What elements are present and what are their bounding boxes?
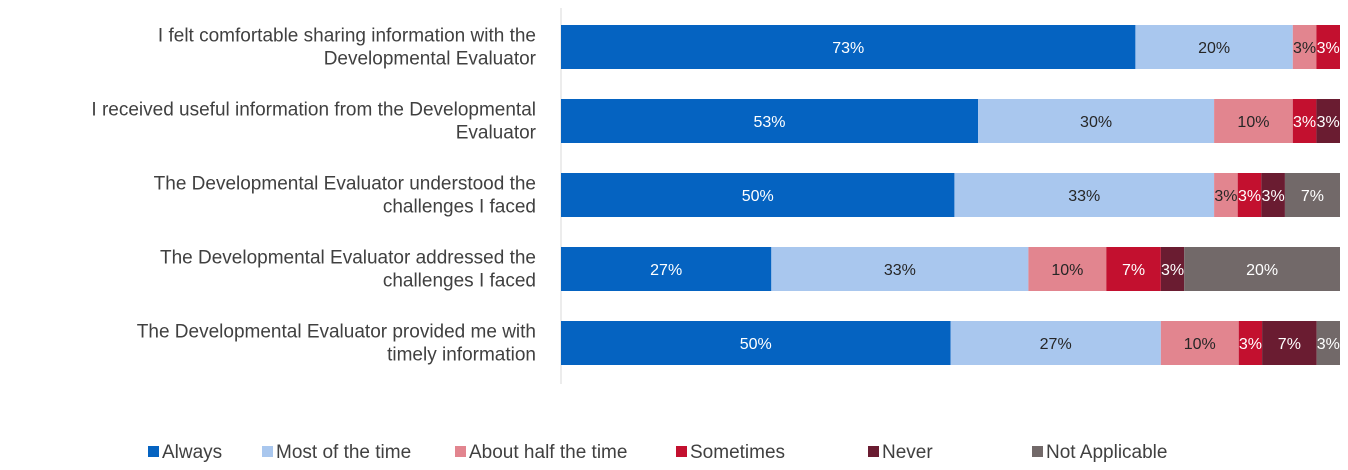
bar-segment — [561, 25, 1136, 69]
bar-segment — [1135, 25, 1293, 69]
bar-segment — [771, 247, 1029, 291]
category-labels: I felt comfortable sharing information w… — [91, 26, 536, 366]
legend-swatch — [1032, 446, 1043, 457]
data-label: 10% — [1051, 262, 1083, 279]
bar-segment — [1214, 99, 1293, 143]
legend-label: Always — [162, 442, 222, 463]
data-label: 30% — [1080, 114, 1112, 131]
category-label: The Developmental Evaluator addressed th… — [160, 248, 536, 269]
legend-label: About half the time — [469, 442, 627, 463]
bar-segment — [1106, 247, 1161, 291]
bar-segment — [1292, 99, 1317, 143]
bar-segment — [1184, 247, 1340, 291]
bar-segment — [1316, 99, 1340, 143]
data-label: 3% — [1317, 336, 1340, 353]
bars: 73% 20% 3% 3%53% 30% 10% 3% 3%50% 33% 3% 3% 3% 7%27%… — [561, 25, 1340, 365]
data-label: 20% — [1198, 40, 1230, 57]
category-label: I received useful information from the D… — [91, 100, 536, 121]
data-label: 3% — [1293, 114, 1316, 131]
data-label: 7% — [1122, 262, 1145, 279]
data-label: 50% — [740, 336, 772, 353]
category-label: Developmental Evaluator — [324, 49, 537, 70]
category-label: Evaluator — [456, 123, 537, 144]
bar-segment — [1284, 173, 1340, 217]
data-label: 7% — [1278, 336, 1301, 353]
legend-label: Not Applicable — [1046, 442, 1167, 463]
bar-segment — [561, 173, 955, 217]
bar-segment — [1237, 173, 1262, 217]
bar-segment — [1238, 321, 1263, 365]
data-label: 3% — [1238, 188, 1261, 205]
bar-segment — [561, 321, 951, 365]
bar-segment — [950, 321, 1161, 365]
bar-segment — [1261, 173, 1285, 217]
bar-segment — [561, 99, 979, 143]
data-label: 73% — [832, 40, 864, 57]
bar-segment — [1160, 321, 1239, 365]
bar-segment — [1316, 25, 1340, 69]
data-label: 3% — [1317, 114, 1340, 131]
data-label: 10% — [1237, 114, 1269, 131]
legend-label: Sometimes — [690, 442, 785, 463]
legend-swatch — [262, 446, 273, 457]
data-label: 53% — [754, 114, 786, 131]
bar-segment — [1292, 25, 1317, 69]
data-label: 20% — [1246, 262, 1278, 279]
bar-segment — [954, 173, 1215, 217]
bar-segment — [1028, 247, 1107, 291]
legend-label: Most of the time — [276, 442, 411, 463]
data-label: 3% — [1161, 262, 1184, 279]
category-label: challenges I faced — [383, 271, 536, 292]
data-label: 3% — [1317, 40, 1340, 57]
data-label: 27% — [650, 262, 682, 279]
bar-segment — [1262, 321, 1317, 365]
data-label: 33% — [1068, 188, 1100, 205]
legend-swatch — [148, 446, 159, 457]
data-label: 7% — [1301, 188, 1324, 205]
legend-label: Never — [882, 442, 933, 463]
legend: Always Most of the time About half the tim… — [148, 442, 1167, 463]
category-label: The Developmental Evaluator understood t… — [154, 174, 536, 195]
legend-swatch — [676, 446, 687, 457]
legend-swatch — [455, 446, 466, 457]
data-label: 27% — [1040, 336, 1072, 353]
data-label: 33% — [884, 262, 916, 279]
bar-segment — [1214, 173, 1238, 217]
category-label: I felt comfortable sharing information w… — [158, 26, 536, 47]
bar-segment — [1316, 321, 1340, 365]
data-label: 50% — [742, 188, 774, 205]
data-label: 3% — [1293, 40, 1316, 57]
category-label: The Developmental Evaluator provided me … — [137, 322, 536, 343]
data-label: 3% — [1262, 188, 1285, 205]
category-label: challenges I faced — [383, 197, 536, 218]
legend-swatch — [868, 446, 879, 457]
bar-segment — [1160, 247, 1185, 291]
data-label: 10% — [1184, 336, 1216, 353]
bar-segment — [561, 247, 772, 291]
data-label: 3% — [1239, 336, 1262, 353]
bar-segment — [978, 99, 1215, 143]
data-label: 3% — [1214, 188, 1237, 205]
category-label: timely information — [387, 345, 536, 366]
